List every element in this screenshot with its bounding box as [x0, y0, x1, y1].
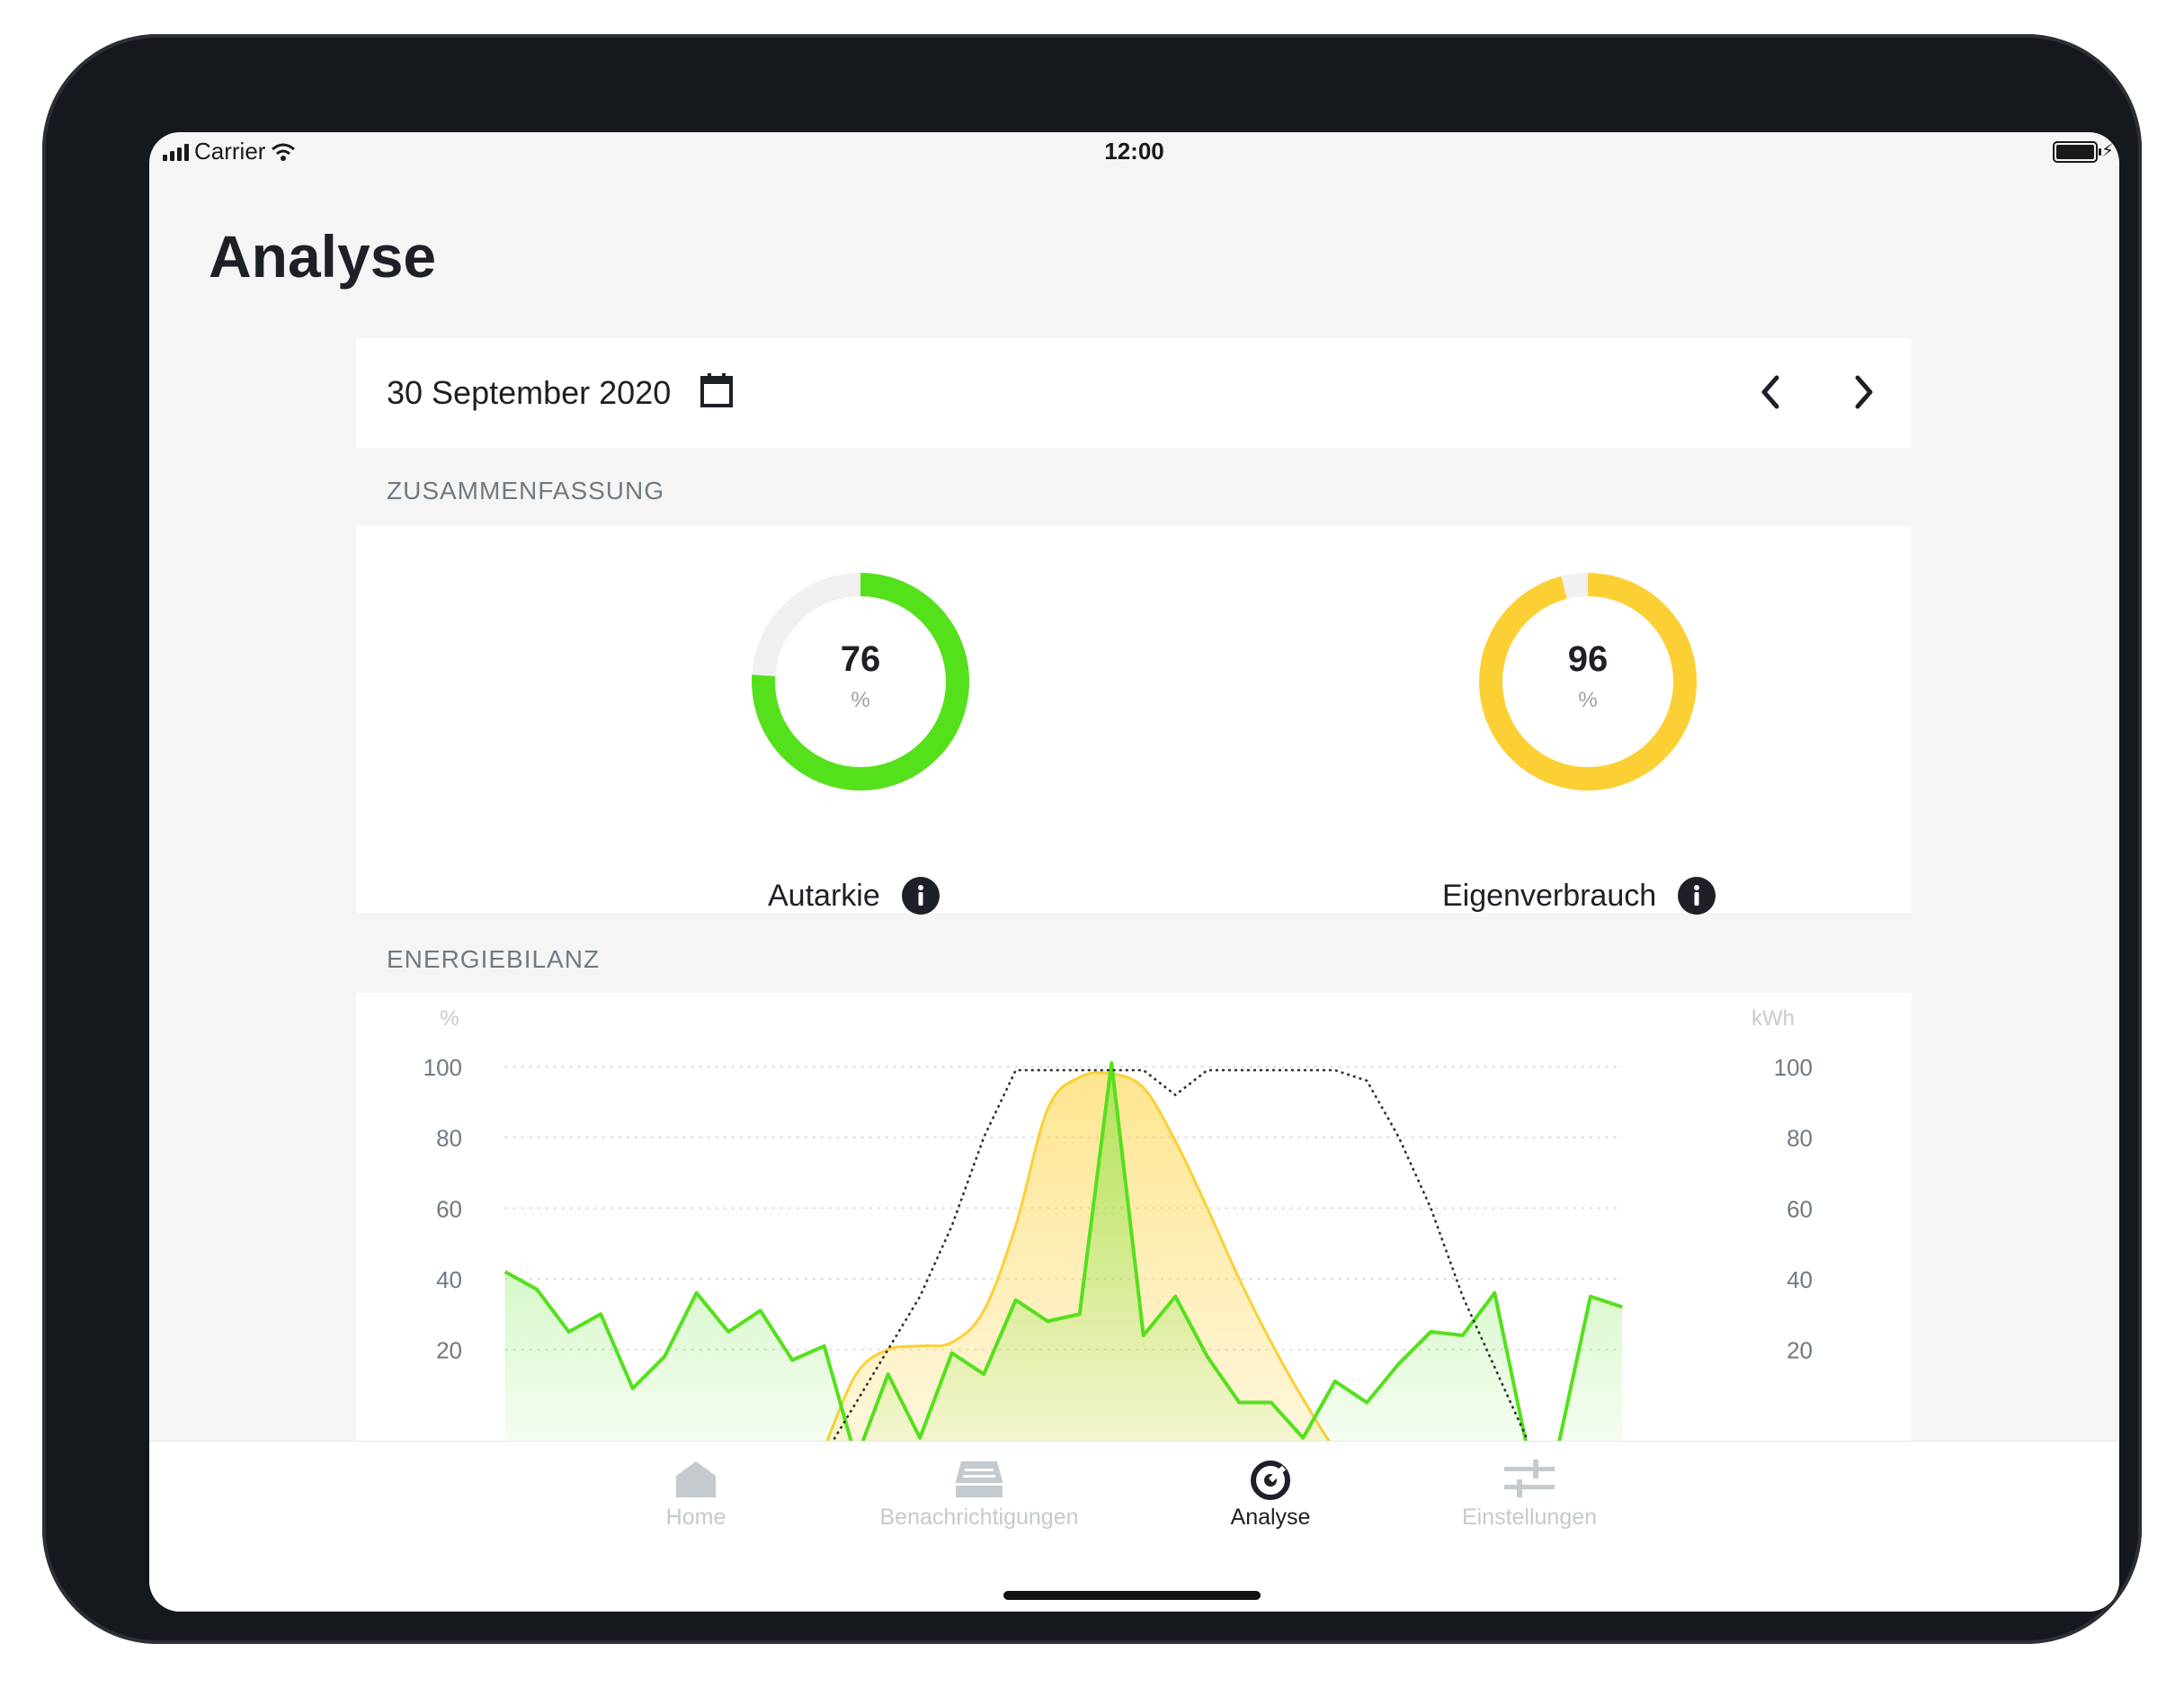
chevron-left-icon[interactable] [1746, 367, 1796, 417]
energy-chart: 100 100 80 80 60 60 40 40 20 20% kWh [423, 1006, 1813, 1443]
eigenverbrauch-value: 96 [1567, 639, 1609, 679]
y-left-tick-label: 40 [436, 1266, 462, 1293]
tab-analysis-label: Analyse [1230, 1505, 1311, 1530]
autarkie-unit: % [851, 688, 870, 712]
tab-notifications[interactable]: Benachrichtigungen [862, 1458, 1096, 1531]
series-2-line [825, 1071, 1333, 1443]
clock: 12:00 [1104, 138, 1164, 165]
home-icon [676, 1461, 716, 1497]
y-right-tick-label: 80 [1787, 1125, 1813, 1152]
tab-analysis[interactable]: Analyse [1154, 1458, 1387, 1531]
info-icon[interactable] [901, 877, 940, 915]
y-left-tick-label: 80 [436, 1125, 462, 1152]
eigenverbrauch-label: Eigenverbrauch [1442, 878, 1657, 913]
autarkie-label: Autarkie [768, 878, 880, 913]
series-1-line [504, 1061, 1623, 1443]
y-left-tick-label: 60 [436, 1195, 462, 1222]
y-left-tick-label: 20 [436, 1337, 462, 1364]
screen: Carrier 12:00 ⚡ Analyse 30 September 202… [149, 132, 2119, 1612]
summary-section-label: ZUSAMMENFASSUNG [387, 477, 665, 505]
battery-icon [2053, 141, 2101, 163]
series-3-line [830, 1068, 1528, 1443]
y-left-unit: % [440, 1006, 459, 1031]
eigenverbrauch-unit: % [1578, 688, 1598, 712]
series-1-area [504, 1063, 1623, 1443]
y-right-tick-label: 20 [1787, 1337, 1813, 1364]
energy-chart-card: 100 100 80 80 60 60 40 40 20 20% kWh [356, 993, 1912, 1443]
eigenverbrauch-progress-ring [1479, 573, 1697, 790]
autarkie-gauge: 76 % [748, 569, 973, 794]
date-selector: 30 September 2020 [356, 338, 1912, 448]
y-right-tick-label: 40 [1787, 1266, 1813, 1293]
eigenverbrauch-label-row: Eigenverbrauch [1442, 877, 1716, 915]
series-2-area [824, 1072, 1495, 1443]
energy-section-label: ENERGIEBILANZ [387, 945, 601, 973]
y-left-tick-label: 100 [423, 1054, 462, 1081]
autarkie-label-row: Autarkie [768, 877, 940, 915]
sliders-icon [1504, 1460, 1555, 1497]
calendar-icon[interactable] [700, 372, 734, 408]
info-icon[interactable] [1678, 877, 1716, 915]
tab-bar: Home Benachrichtigungen Analyse [149, 1441, 2119, 1612]
eigenverbrauch-gauge: 96 % [1475, 569, 1700, 794]
chevron-right-icon[interactable] [1838, 367, 1888, 417]
tab-notifications-label: Benachrichtigungen [879, 1505, 1079, 1530]
inbox-icon [956, 1461, 1003, 1497]
tab-home[interactable]: Home [579, 1458, 813, 1531]
analysis-icon [1251, 1460, 1290, 1500]
autarkie-progress-ring [752, 573, 969, 790]
autarkie-value: 76 [840, 639, 881, 679]
selected-date[interactable]: 30 September 2020 [387, 374, 672, 411]
page-title: Analyse [209, 223, 437, 290]
summary-card: 76 % Autarkie 96 % Eigenve [356, 526, 1912, 915]
carrier-name: Carrier [194, 138, 266, 165]
carrier-indicator: Carrier [163, 138, 296, 165]
tablet-frame: Carrier 12:00 ⚡ Analyse 30 September 202… [42, 34, 2142, 1644]
tab-settings-label: Einstellungen [1461, 1505, 1598, 1530]
status-bar: Carrier 12:00 ⚡ [149, 132, 2119, 177]
tab-settings[interactable]: Einstellungen [1413, 1458, 1646, 1531]
tab-home-label: Home [665, 1505, 727, 1530]
y-right-tick-label: 100 [1774, 1054, 1813, 1081]
signal-icon [163, 143, 189, 161]
charging-icon: ⚡ [2100, 141, 2114, 161]
wifi-icon [272, 143, 296, 161]
y-right-tick-label: 60 [1787, 1195, 1813, 1222]
home-indicator [1003, 1591, 1261, 1600]
y-right-unit: kWh [1752, 1006, 1795, 1031]
